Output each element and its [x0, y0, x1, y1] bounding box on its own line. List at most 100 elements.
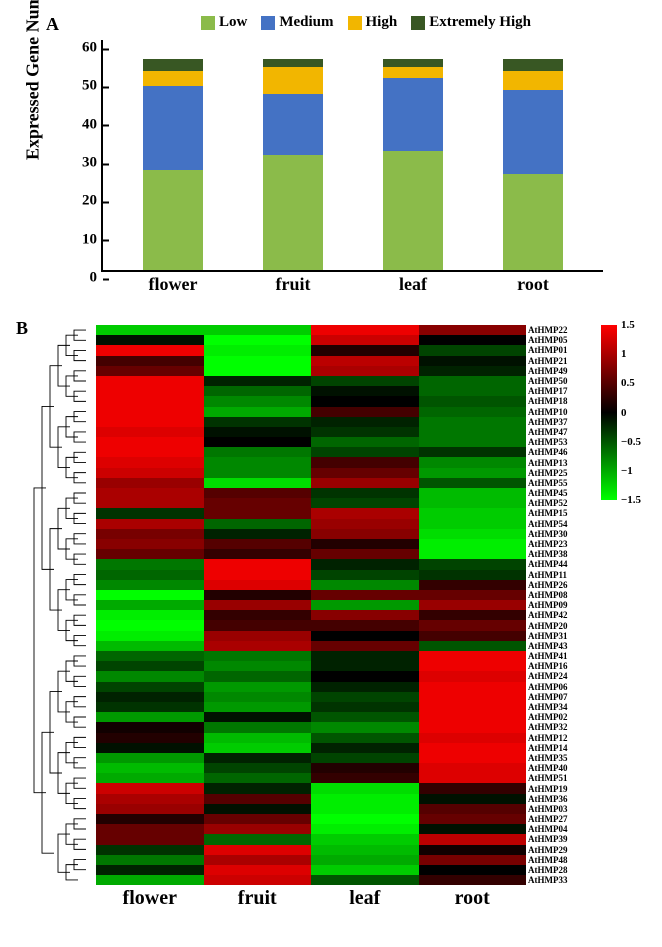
heatmap-cell [204, 345, 312, 355]
bar-segment [263, 94, 323, 155]
bar-group [263, 59, 323, 270]
heatmap-cell [311, 865, 419, 875]
bar-segment [143, 170, 203, 270]
heatmap-row-label: AtHMP35 [528, 753, 598, 763]
heatmap-cell [96, 468, 204, 478]
heatmap-cell [96, 702, 204, 712]
heatmap-row-label: AtHMP42 [528, 610, 598, 620]
heatmap-row-label: AtHMP16 [528, 661, 598, 671]
heatmap-cell [311, 580, 419, 590]
heatmap-cell [419, 580, 527, 590]
heatmap-cell [204, 671, 312, 681]
heatmap-row [96, 783, 526, 793]
bar-ytick: 40 [82, 116, 103, 133]
bar-segment [503, 90, 563, 174]
heatmap-cell [204, 712, 312, 722]
heatmap-cell [204, 733, 312, 743]
heatmap-cell [311, 335, 419, 345]
heatmap-cell [96, 712, 204, 722]
heatmap-cell [311, 437, 419, 447]
heatmap-cell [311, 610, 419, 620]
heatmap-cell [419, 478, 527, 488]
heatmap-row [96, 804, 526, 814]
bar-segment [263, 67, 323, 94]
heatmap-cell [419, 447, 527, 457]
heatmap-row-label: AtHMP22 [528, 325, 598, 335]
legend-swatch [201, 16, 215, 30]
heatmap-cell [96, 345, 204, 355]
heatmap-cell [311, 671, 419, 681]
bar-ytick: 60 [82, 40, 103, 57]
heatmap-row-label: AtHMP51 [528, 773, 598, 783]
heatmap-cell [204, 366, 312, 376]
heatmap-cell [419, 570, 527, 580]
bar-ytick: 20 [82, 193, 103, 210]
heatmap-row-label: AtHMP25 [528, 468, 598, 478]
heatmap-row-label: AtHMP09 [528, 600, 598, 610]
heatmap-cell [96, 488, 204, 498]
heatmap-cell [96, 834, 204, 844]
legend-label: Medium [279, 14, 333, 31]
bar-segment [383, 67, 443, 79]
heatmap-row [96, 824, 526, 834]
heatmap-row-label: AtHMP28 [528, 865, 598, 875]
heatmap-cell [96, 549, 204, 559]
heatmap-row-label: AtHMP05 [528, 335, 598, 345]
heatmap-row [96, 631, 526, 641]
heatmap-cell [96, 651, 204, 661]
heatmap-cell [96, 824, 204, 834]
bar-xtick: fruit [276, 270, 311, 295]
heatmap-cell [96, 376, 204, 386]
heatmap-row-label: AtHMP38 [528, 549, 598, 559]
heatmap-cell [204, 468, 312, 478]
heatmap-cell [204, 549, 312, 559]
heatmap-cell [204, 763, 312, 773]
heatmap-cell [96, 447, 204, 457]
bar-legend: LowMediumHighExtremely High [201, 14, 531, 31]
heatmap-cell [311, 855, 419, 865]
heatmap-cell [419, 519, 527, 529]
heatmap-cell [96, 457, 204, 467]
heatmap-cell [419, 804, 527, 814]
heatmap-cell [96, 366, 204, 376]
heatmap-row [96, 376, 526, 386]
heatmap-cell [311, 407, 419, 417]
heatmap-cell [96, 427, 204, 437]
heatmap-cell [419, 722, 527, 732]
heatmap-cell [419, 773, 527, 783]
heatmap-row [96, 498, 526, 508]
heatmap-cell [96, 794, 204, 804]
heatmap-cell [96, 814, 204, 824]
heatmap-row [96, 620, 526, 630]
heatmap-cell [96, 722, 204, 732]
heatmap-col-label: flower [96, 887, 204, 910]
heatmap-row [96, 417, 526, 427]
bar-segment [383, 59, 443, 67]
heatmap-cell [204, 539, 312, 549]
heatmap-cell [204, 600, 312, 610]
heatmap-cell [204, 610, 312, 620]
heatmap-row-label: AtHMP15 [528, 508, 598, 518]
heatmap-row [96, 641, 526, 651]
heatmap-row-label: AtHMP39 [528, 834, 598, 844]
heatmap-cell [204, 437, 312, 447]
heatmap-cell [96, 600, 204, 610]
heatmap-cell [204, 661, 312, 671]
color-scale-tick: −0.5 [621, 436, 641, 448]
heatmap-cell [96, 620, 204, 630]
heatmap-row [96, 549, 526, 559]
heatmap-cell [96, 763, 204, 773]
heatmap-cell [204, 692, 312, 702]
heatmap-cell [311, 366, 419, 376]
color-scale: 1.510.50−0.5−1−1.5 [601, 325, 651, 500]
heatmap-cell [96, 325, 204, 335]
heatmap-cell [311, 417, 419, 427]
heatmap-cell [204, 529, 312, 539]
heatmap-cell [419, 631, 527, 641]
heatmap-cell [96, 682, 204, 692]
heatmap-cell [419, 468, 527, 478]
heatmap-row [96, 763, 526, 773]
heatmap-cell [96, 407, 204, 417]
heatmap-row-label: AtHMP03 [528, 804, 598, 814]
heatmap-row-label: AtHMP21 [528, 356, 598, 366]
